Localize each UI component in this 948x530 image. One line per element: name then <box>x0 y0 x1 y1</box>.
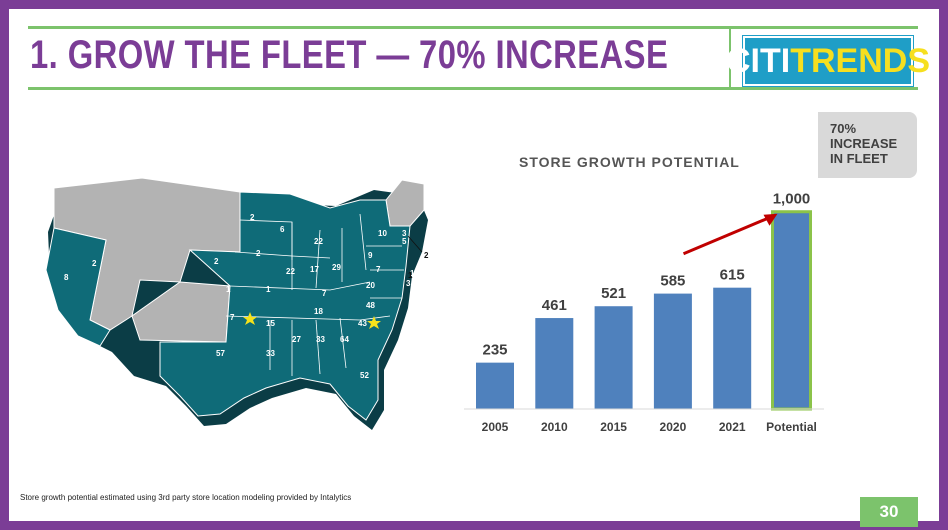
state-count: 17 <box>310 265 319 274</box>
map-teal-west <box>45 227 111 347</box>
state-count: 48 <box>366 301 375 310</box>
state-count: 5 <box>402 237 407 246</box>
increase-callout: 70% INCREASE IN FLEET <box>818 112 917 178</box>
bar-value-label: 461 <box>542 297 567 314</box>
growth-arrow <box>682 213 778 256</box>
state-count: 1 <box>410 269 415 278</box>
x-tick-label: Potential <box>766 420 817 434</box>
map-teal-east <box>159 191 411 421</box>
arrow-head-icon <box>763 213 778 226</box>
state-count: 7 <box>230 313 235 322</box>
map-gray-southwest <box>131 281 231 343</box>
state-count: 64 <box>340 335 349 344</box>
state-count: 15 <box>266 319 275 328</box>
bar <box>476 362 514 409</box>
x-tick-label: 2010 <box>541 420 568 434</box>
bar <box>535 318 574 409</box>
citi-trends-logo: CITI TRENDS <box>726 36 930 86</box>
chart-title: STORE GROWTH POTENTIAL <box>519 154 740 170</box>
state-count: 2 <box>92 259 97 268</box>
state-count: 7 <box>376 265 381 274</box>
state-count: 43 <box>358 319 367 328</box>
bar-value-label: 615 <box>720 267 745 284</box>
bar <box>713 287 752 409</box>
star-icon <box>243 312 257 325</box>
arrow-shaft <box>682 215 773 256</box>
map-leader-line <box>407 235 423 253</box>
state-count: 52 <box>360 371 369 380</box>
map-outside-labels: 2 1 <box>408 251 429 280</box>
chart-bars: 235 2005 461 2010 521 2015 585 2020 615 2021 1,000… <box>476 191 817 434</box>
bar-value-label: 521 <box>601 285 626 302</box>
bar-value-label: 235 <box>482 342 507 359</box>
state-count: 9 <box>368 251 373 260</box>
state-count: 1 <box>266 285 271 294</box>
state-count: 2 <box>214 257 219 266</box>
state-count: 33 <box>316 335 325 344</box>
state-count: 22 <box>286 267 295 276</box>
state-count: 6 <box>280 225 285 234</box>
state-count: 7 <box>322 289 327 298</box>
bar-value-label: 1,000 <box>773 191 811 208</box>
state-count: 2 <box>424 251 429 260</box>
logo-part-citi: CITI <box>726 41 791 80</box>
us-store-map: 2 6 22 10 3 5 2 2 2 22 17 29 9 7 1 1 3 1… <box>45 177 429 430</box>
state-count: 18 <box>314 307 323 316</box>
state-count: 1 <box>408 271 413 280</box>
state-count: 33 <box>266 349 275 358</box>
state-count: 10 <box>378 229 387 238</box>
bar-potential <box>771 210 812 411</box>
state-count: 22 <box>314 237 323 246</box>
state-count: 3 <box>406 279 411 288</box>
state-count: 2 <box>250 213 255 222</box>
star-icon <box>367 316 381 329</box>
map-state-lines <box>225 213 404 376</box>
state-count: 20 <box>366 281 375 290</box>
x-tick-label: 2021 <box>719 420 746 434</box>
state-count: 57 <box>216 349 225 358</box>
state-count: 2 <box>256 249 261 258</box>
footnote: Store growth potential estimated using 3… <box>20 493 352 502</box>
x-tick-label: 2020 <box>660 420 687 434</box>
state-count: 1 <box>226 285 231 294</box>
logo-part-trends: TRENDS <box>790 41 931 80</box>
bar-value-label: 585 <box>660 273 685 290</box>
bar <box>594 306 633 409</box>
state-count: 27 <box>292 335 301 344</box>
state-count: 8 <box>64 273 69 282</box>
bar <box>653 293 692 409</box>
x-tick-label: 2015 <box>600 420 627 434</box>
page-number: 30 <box>860 497 918 527</box>
page-title: 1. GROW THE FLEET — 70% INCREASE <box>30 33 669 77</box>
state-count: 29 <box>332 263 341 272</box>
state-count: 3 <box>402 229 407 238</box>
map-count-labels: 2 6 22 10 3 5 2 2 2 22 17 29 9 7 1 1 3 1… <box>64 213 415 380</box>
store-growth-chart: 235 2005 461 2010 521 2015 585 2020 615 2021 1,000… <box>464 191 824 434</box>
bottom-rule <box>28 87 918 90</box>
header-divider <box>729 27 731 87</box>
top-rule <box>28 26 918 29</box>
x-tick-label: 2005 <box>482 420 509 434</box>
